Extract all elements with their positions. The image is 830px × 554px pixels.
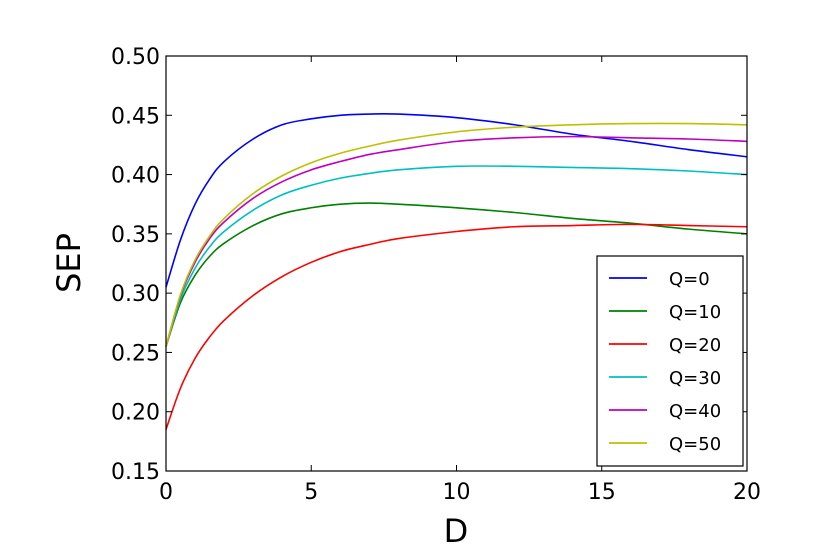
y-tick-label: 0.35 — [111, 223, 160, 248]
y-tick-label: 0.40 — [111, 164, 160, 189]
ticks-layer: 0 5 10 15 20 0.15 0.20 0.25 0.30 0.35 0.40 0.45 0.50 — [111, 45, 761, 505]
series-line-5 — [165, 122, 748, 347]
x-tick-label: 0 — [159, 480, 173, 505]
series-line-3 — [165, 165, 748, 347]
series-line-2 — [165, 223, 748, 430]
y-tick-label: 0.25 — [111, 341, 160, 366]
y-axis-label: SEP — [50, 233, 88, 293]
legend-label-1: Q=10 — [669, 302, 721, 323]
legend-label-2: Q=20 — [669, 335, 721, 356]
y-tick-label: 0.30 — [111, 282, 160, 307]
x-tick-label: 5 — [304, 480, 318, 505]
series-layer — [165, 112, 748, 430]
legend-label-3: Q=30 — [669, 368, 721, 389]
y-tick-label: 0.50 — [111, 45, 160, 70]
series-line-4 — [165, 135, 748, 347]
y-tick-label: 0.20 — [111, 401, 160, 426]
legend-label-0: Q=0 — [669, 269, 710, 290]
x-axis-label: D — [444, 512, 469, 550]
y-tick-label: 0.45 — [111, 104, 160, 129]
y-tick-label: 0.15 — [111, 460, 160, 485]
x-tick-label: 15 — [588, 480, 616, 505]
series-line-1 — [165, 202, 748, 347]
x-tick-label: 20 — [733, 480, 761, 505]
legend-box — [596, 255, 744, 467]
legend-label-5: Q=50 — [669, 434, 721, 455]
legend: Q=0 Q=10 Q=20 Q=30 Q=40 Q=50 — [596, 255, 744, 467]
x-tick-label: 10 — [443, 480, 471, 505]
legend-label-4: Q=40 — [669, 401, 721, 422]
